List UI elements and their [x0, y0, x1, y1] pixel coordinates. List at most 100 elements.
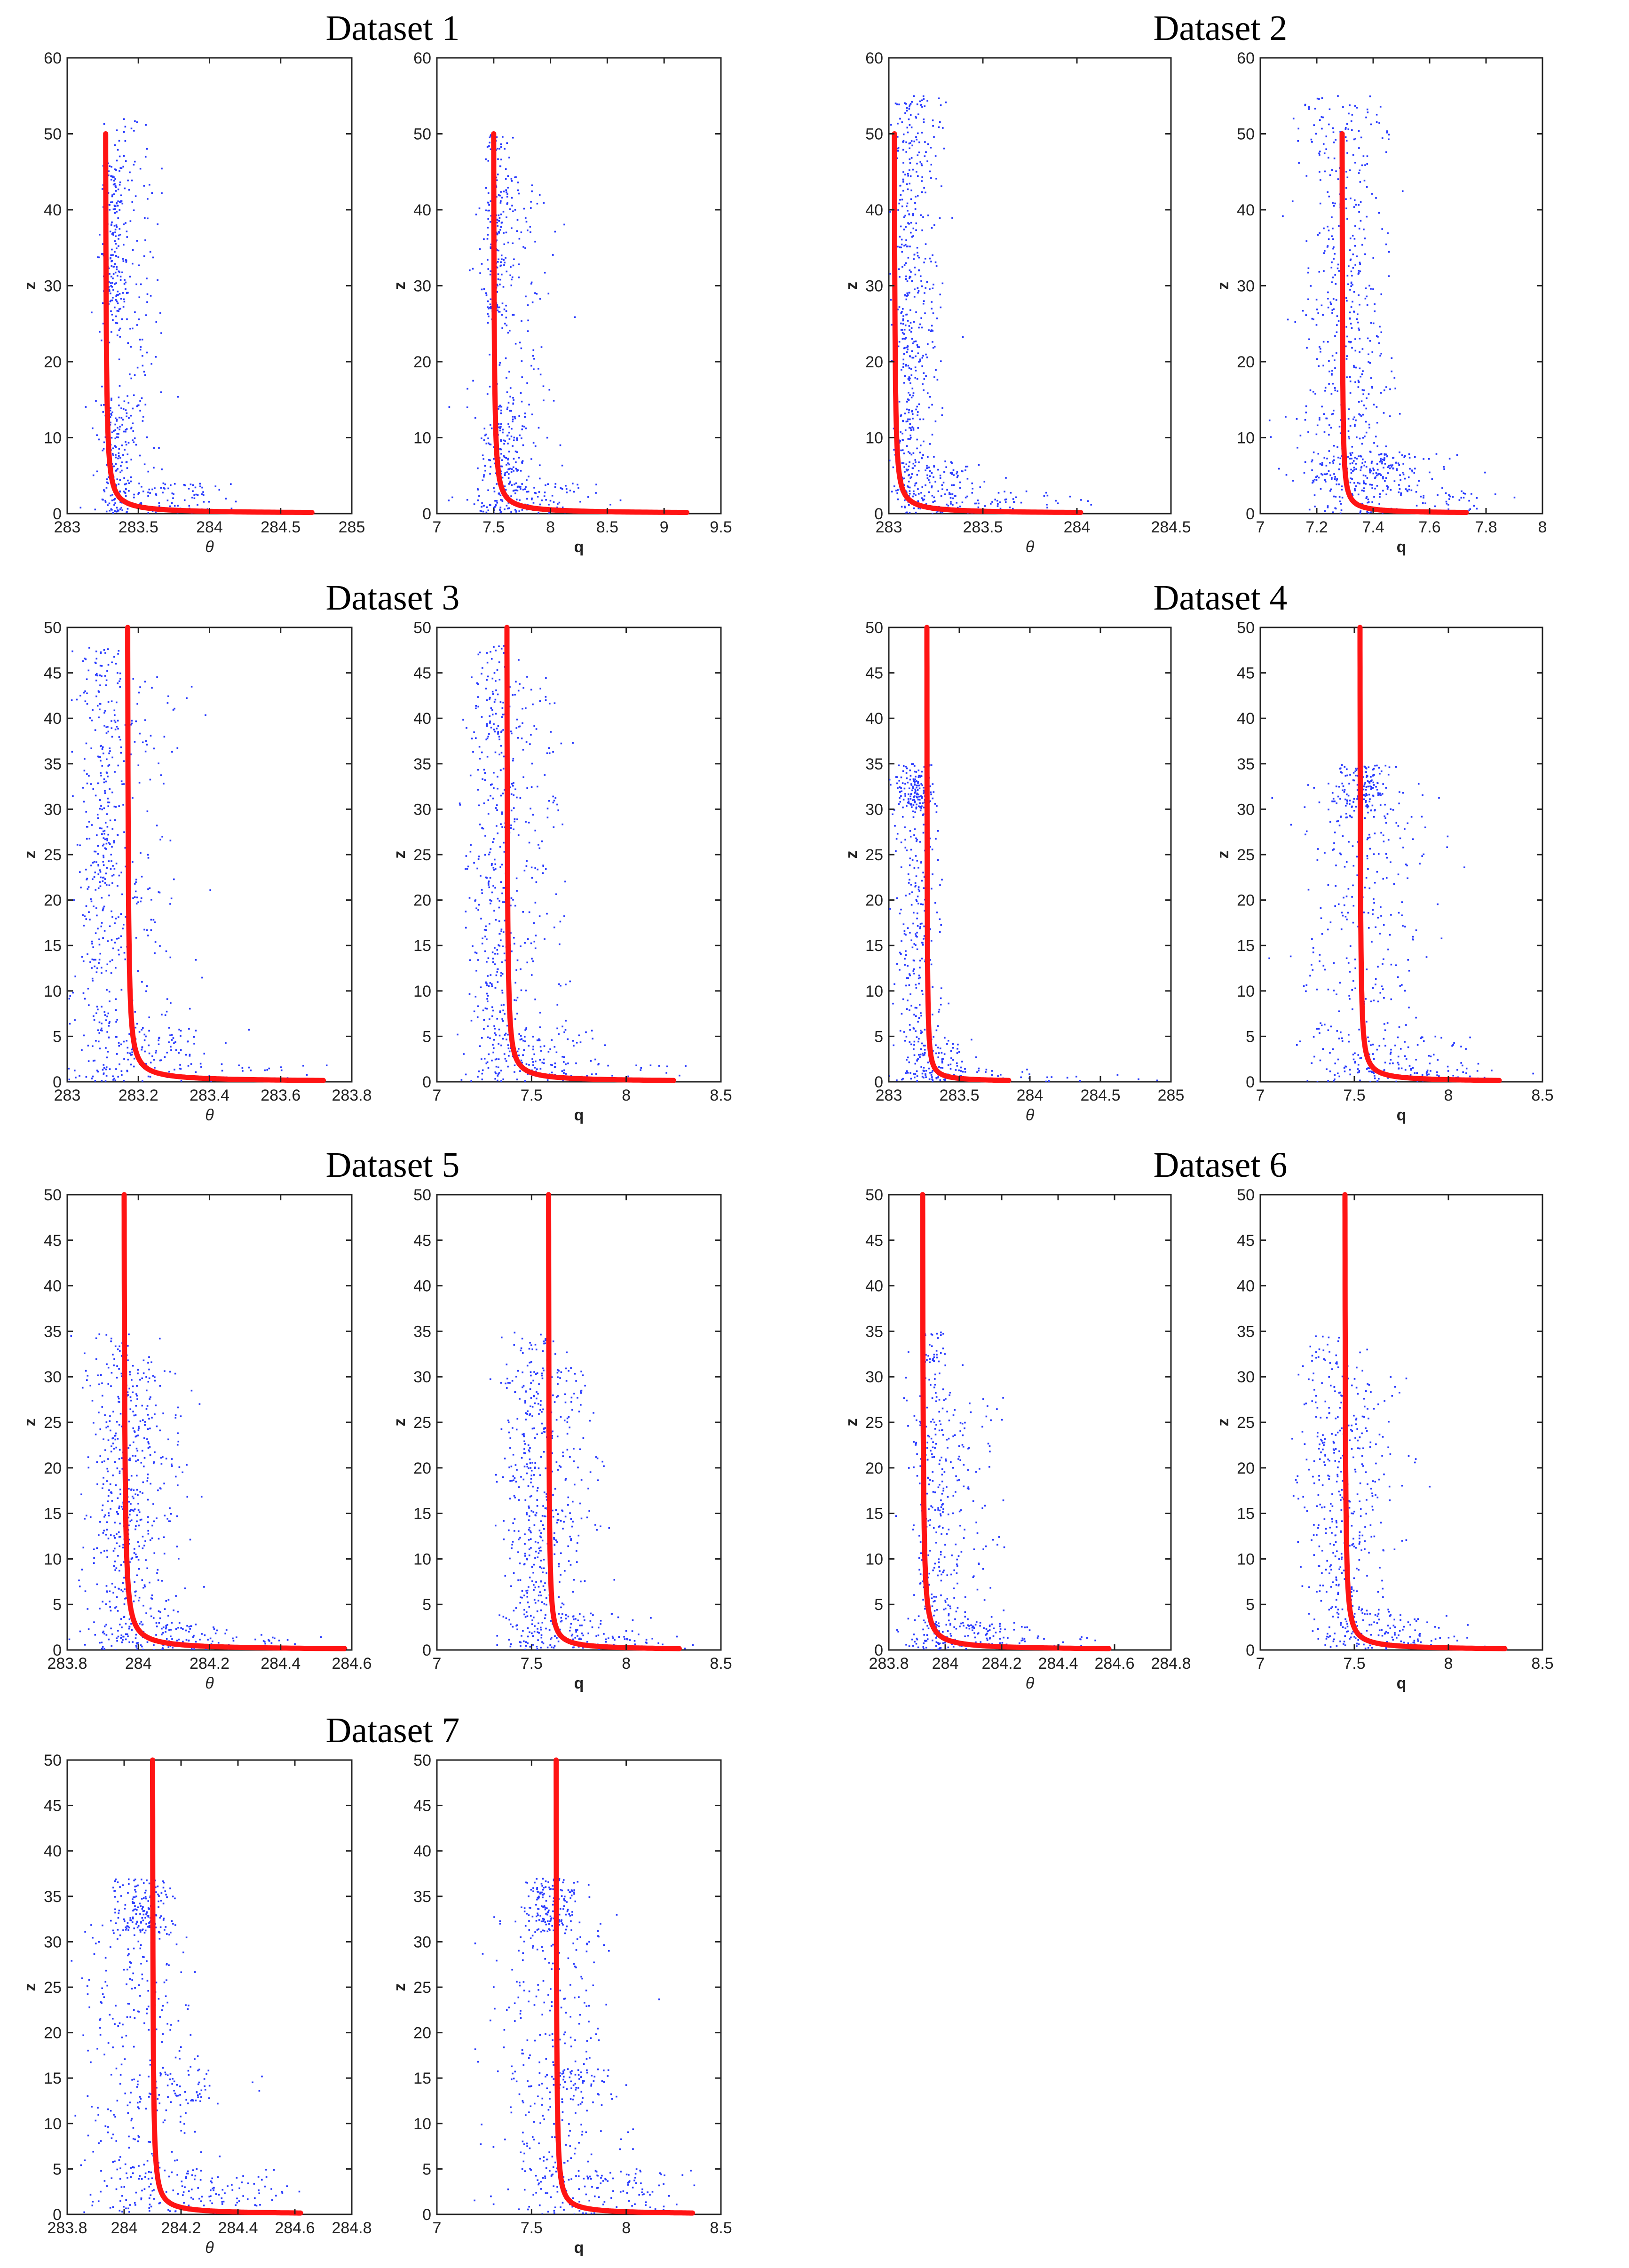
scatter-point: [1345, 326, 1347, 328]
scatter-point: [146, 148, 148, 150]
scatter-point: [918, 975, 920, 976]
scatter-point: [932, 1081, 933, 1082]
scatter-point: [111, 175, 114, 177]
scatter-point: [506, 464, 507, 466]
scatter-point: [90, 898, 92, 900]
scatter-point: [920, 806, 922, 808]
scatter-point: [917, 352, 919, 354]
scatter-point: [1331, 261, 1333, 263]
scatter-point: [114, 271, 117, 274]
scatter-point: [1429, 471, 1431, 474]
scatter-point: [1338, 225, 1340, 227]
scatter-point: [928, 406, 930, 409]
scatter-point: [1375, 476, 1376, 478]
scatter-point: [147, 1075, 150, 1078]
scatter-point: [1385, 477, 1387, 479]
scatter-point: [907, 345, 909, 347]
scatter-point: [128, 482, 130, 484]
scatter-point: [549, 1048, 551, 1050]
y-axis-label: z: [843, 282, 861, 290]
scatter-point: [109, 819, 111, 822]
x-tick-label: 284.5: [1151, 518, 1191, 536]
scatter-point: [130, 346, 132, 348]
scatter-point: [909, 377, 911, 380]
scatter-point: [938, 1052, 940, 1054]
scatter-point: [108, 860, 110, 862]
scatter-point: [102, 411, 104, 413]
scatter-point: [195, 1071, 197, 1073]
scatter-point: [482, 827, 484, 830]
scatter-point: [130, 428, 132, 429]
scatter-point: [106, 481, 108, 484]
scatter-point: [903, 382, 905, 384]
scatter-point: [1349, 289, 1351, 291]
scatter-point: [904, 412, 906, 414]
scatter-point: [1369, 470, 1371, 472]
scatter-point: [903, 930, 906, 932]
scatter-point: [1352, 284, 1353, 286]
scatter-point: [1327, 291, 1329, 293]
scatter-point: [103, 1072, 105, 1074]
scatter-point: [921, 990, 923, 992]
scatter-point: [1307, 298, 1309, 301]
scatter-point: [937, 1077, 939, 1078]
scatter-point: [902, 420, 904, 422]
scatter-point: [908, 504, 910, 506]
scatter-point: [522, 911, 524, 913]
scatter-point: [894, 983, 895, 985]
scatter-point: [105, 510, 108, 513]
scatter-point: [113, 265, 115, 268]
scatter-point: [515, 176, 517, 178]
scatter-point: [556, 1004, 559, 1006]
scatter-point: [1285, 416, 1287, 418]
scatter-point: [1356, 107, 1358, 109]
scatter-point: [905, 141, 907, 143]
scatter-point: [909, 169, 910, 171]
scatter-point: [120, 746, 122, 748]
scatter-point: [900, 194, 902, 196]
scatter-point: [911, 357, 913, 359]
scatter-point: [525, 295, 527, 298]
scatter-point: [160, 487, 162, 489]
scatter-point: [1376, 421, 1378, 424]
scatter-point: [554, 1063, 556, 1064]
scatter-point: [120, 407, 122, 409]
scatter-point: [493, 869, 495, 871]
scatter-point: [501, 222, 503, 223]
scatter-point: [493, 729, 495, 730]
scatter-point: [903, 329, 906, 331]
scatter-point: [511, 484, 513, 486]
scatter-point: [525, 486, 527, 488]
scatter-point: [114, 423, 116, 426]
scatter-point: [499, 229, 501, 231]
scatter-point: [477, 959, 479, 961]
scatter-point: [907, 798, 909, 800]
scatter-point: [86, 838, 88, 840]
scatter-point: [242, 1070, 244, 1072]
scatter-point: [95, 932, 97, 934]
scatter-point: [534, 947, 537, 949]
scatter-point: [919, 358, 921, 360]
scatter-point: [901, 506, 903, 508]
scatter-point: [119, 501, 121, 503]
scatter-point: [116, 433, 118, 435]
scatter-point: [1311, 141, 1313, 143]
scatter-point: [539, 1068, 542, 1070]
scatter-point: [472, 945, 474, 947]
scatter-point: [119, 471, 121, 473]
scatter-point: [486, 737, 489, 739]
scatter-point: [521, 509, 523, 511]
scatter-point: [503, 887, 505, 889]
scatter-point: [929, 800, 931, 802]
scatter-point: [914, 1007, 917, 1009]
scatter-point: [518, 1055, 520, 1056]
scatter-point: [516, 818, 518, 820]
scatter-point: [937, 859, 939, 861]
scatter-point: [138, 1031, 141, 1033]
scatter-point: [965, 469, 966, 471]
scatter-point: [915, 116, 917, 118]
scatter-point: [996, 505, 999, 507]
scatter-point: [905, 895, 907, 896]
scatter-point: [926, 477, 929, 479]
